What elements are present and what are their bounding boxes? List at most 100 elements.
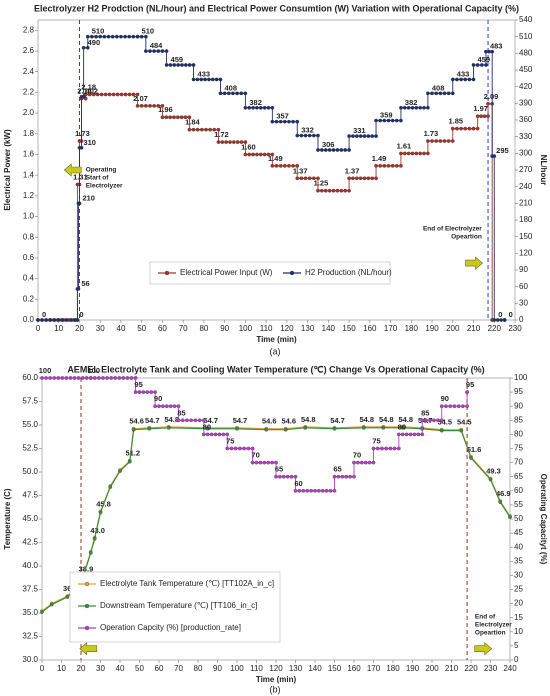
- marker: [390, 164, 395, 168]
- marker: [316, 188, 320, 193]
- marker: [65, 595, 70, 599]
- marker: [180, 418, 185, 423]
- data-label: 54.5: [437, 418, 452, 427]
- marker: [255, 152, 259, 157]
- annotation: Opeartion: [451, 234, 482, 241]
- marker: [239, 140, 244, 144]
- data-label: 54.5: [457, 418, 472, 427]
- data-label: 85: [177, 408, 185, 417]
- marker: [189, 418, 194, 423]
- marker: [467, 77, 472, 82]
- y-tick-label: 50.0: [22, 467, 38, 476]
- marker: [303, 176, 308, 181]
- data-label: 90: [441, 394, 449, 403]
- marker: [119, 92, 124, 97]
- marker: [101, 376, 105, 380]
- marker: [117, 376, 122, 380]
- marker: [301, 488, 306, 493]
- x-axis-title: Time (min): [256, 335, 297, 344]
- marker: [202, 432, 206, 437]
- marker: [311, 176, 316, 181]
- data-label: 332: [301, 126, 314, 135]
- data-label: 54.8: [379, 415, 394, 424]
- marker: [149, 390, 154, 394]
- marker: [80, 376, 85, 380]
- marker: [422, 105, 426, 110]
- legend-marker: [289, 270, 295, 276]
- marker: [438, 91, 443, 96]
- marker: [185, 418, 189, 423]
- marker: [204, 127, 208, 132]
- y-tick-label: 2.4: [23, 67, 35, 76]
- y2-axis-title: NL/hour: [539, 155, 548, 186]
- data-label: 510: [142, 27, 155, 36]
- marker: [239, 91, 244, 96]
- marker: [131, 427, 136, 432]
- arrow-icon: [474, 642, 493, 656]
- legend-marker: [84, 603, 90, 609]
- marker: [129, 376, 134, 380]
- marker: [439, 404, 444, 409]
- marker: [197, 418, 202, 423]
- arrow-icon: [63, 163, 82, 177]
- marker: [340, 474, 345, 479]
- marker: [291, 164, 295, 168]
- marker: [347, 134, 351, 138]
- marker: [469, 456, 473, 460]
- data-label: 54.8: [301, 415, 316, 424]
- marker: [91, 92, 96, 97]
- x-tick-label: 180: [405, 324, 419, 333]
- marker: [183, 63, 188, 67]
- marker: [351, 176, 355, 181]
- marker: [358, 134, 363, 138]
- y-tick-label: 2.2: [23, 88, 35, 97]
- marker: [172, 63, 177, 67]
- data-label: 0: [498, 310, 502, 319]
- y-tick-label: 55.0: [22, 420, 38, 429]
- marker: [156, 104, 161, 108]
- x-tick-label: 50: [135, 664, 144, 673]
- marker: [370, 134, 375, 138]
- marker: [266, 152, 271, 157]
- marker: [179, 115, 184, 120]
- y2-tick-label: 390: [519, 98, 533, 107]
- legend-label: Electrical Power Input (W): [180, 268, 273, 277]
- y2-tick-label: 75: [514, 444, 523, 453]
- y-tick-label: 1.8: [23, 129, 35, 138]
- marker: [205, 426, 210, 431]
- data-label: 43.0: [90, 526, 105, 535]
- data-label: 357: [276, 112, 289, 121]
- marker: [127, 459, 132, 464]
- y2-tick-label: 5: [514, 641, 519, 650]
- marker: [262, 152, 267, 157]
- chart-title: AEMEL Electrolyte Tank and Cooling Water…: [67, 364, 484, 374]
- marker: [426, 139, 430, 143]
- marker: [327, 188, 332, 193]
- data-label: 54.7: [233, 416, 248, 425]
- marker: [339, 188, 344, 193]
- marker: [72, 376, 77, 380]
- marker: [381, 425, 386, 430]
- marker: [375, 446, 380, 451]
- data-label: 1.73: [424, 129, 439, 138]
- y-tick-label: 60.0: [22, 373, 38, 382]
- marker: [221, 432, 226, 437]
- marker: [382, 164, 387, 168]
- marker: [335, 148, 340, 152]
- y2-tick-label: 330: [519, 132, 533, 141]
- y-tick-label: 37.5: [22, 585, 38, 594]
- marker: [367, 460, 372, 465]
- x-tick-label: 0: [40, 664, 45, 673]
- marker: [145, 390, 150, 394]
- y-tick-label: 45.0: [22, 514, 38, 523]
- marker: [508, 515, 512, 519]
- marker: [102, 34, 107, 39]
- x-tick-label: 90: [213, 664, 222, 673]
- marker: [486, 101, 490, 106]
- marker: [255, 105, 259, 110]
- marker: [266, 105, 271, 110]
- x-tick-label: 10: [57, 664, 66, 673]
- data-label: 1.49: [268, 154, 283, 163]
- marker: [442, 139, 447, 143]
- y2-tick-label: 30: [519, 298, 528, 307]
